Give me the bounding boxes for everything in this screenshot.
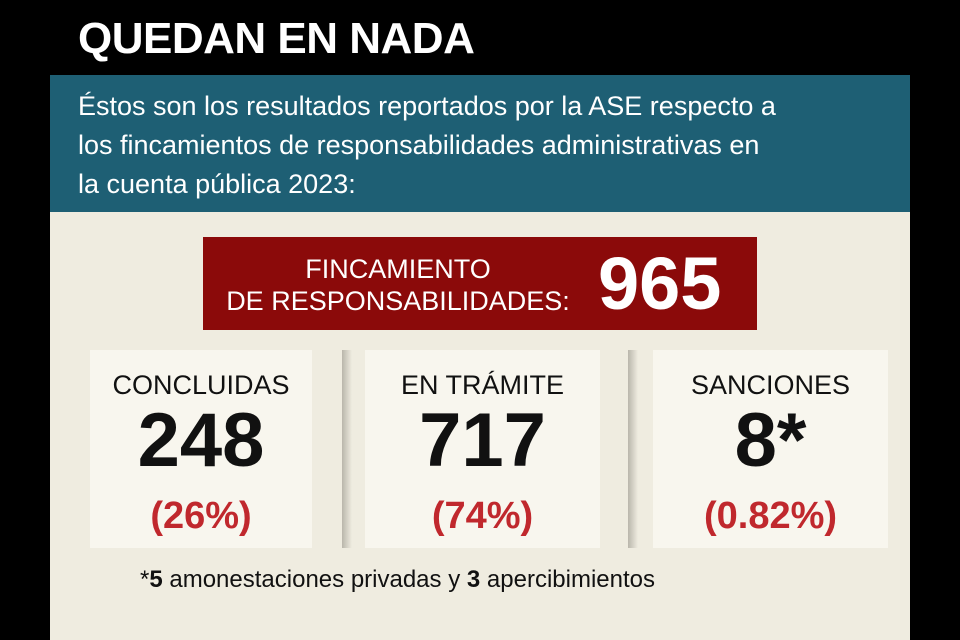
footnote-text: * <box>140 566 150 593</box>
total-value: 965 <box>598 242 722 325</box>
total-box: FINCAMIENTO DE RESPONSABILIDADES: 965 <box>203 237 757 330</box>
intro-line: la cuenta pública 2023: <box>78 169 356 199</box>
card: SANCIONES 8* (0.82%) <box>653 350 888 548</box>
intro-line: los fincamientos de responsabilidades ad… <box>78 130 760 160</box>
card-percent: (26%) <box>150 495 252 537</box>
divider <box>342 350 352 548</box>
footnote: *5 amonestaciones privadas y 3 apercibim… <box>140 566 655 594</box>
card-percent: (74%) <box>431 495 534 537</box>
footnote-text: apercibimientos <box>480 566 655 593</box>
footnote-number: 3 <box>466 566 481 593</box>
intro-line: Éstos son los resultados reportados por … <box>78 91 776 121</box>
card-value: 8* <box>734 398 807 483</box>
card-value: 717 <box>419 398 546 483</box>
card-label: CONCLUIDAS <box>112 370 290 400</box>
intro: Éstos son los resultados reportados por … <box>50 75 910 212</box>
card-percent: (0.82%) <box>703 495 838 537</box>
title: QUEDAN EN NADA <box>78 14 475 63</box>
total-label: FINCAMIENTO DE RESPONSABILIDADES: <box>203 253 593 317</box>
footnote-number: 5 <box>149 566 163 593</box>
divider <box>628 350 638 548</box>
footnote-text: amonestaciones privadas y <box>162 566 467 593</box>
card-value: 248 <box>137 398 265 483</box>
card: CONCLUIDAS 248 (26%) <box>90 350 312 548</box>
total-label-line: FINCAMIENTO <box>305 254 491 284</box>
card-label: EN TRÁMITE <box>400 370 564 400</box>
card-label: SANCIONES <box>690 370 851 400</box>
card: EN TRÁMITE 717 (74%) <box>365 350 600 548</box>
total-label-line: DE RESPONSABILIDADES: <box>226 286 570 316</box>
